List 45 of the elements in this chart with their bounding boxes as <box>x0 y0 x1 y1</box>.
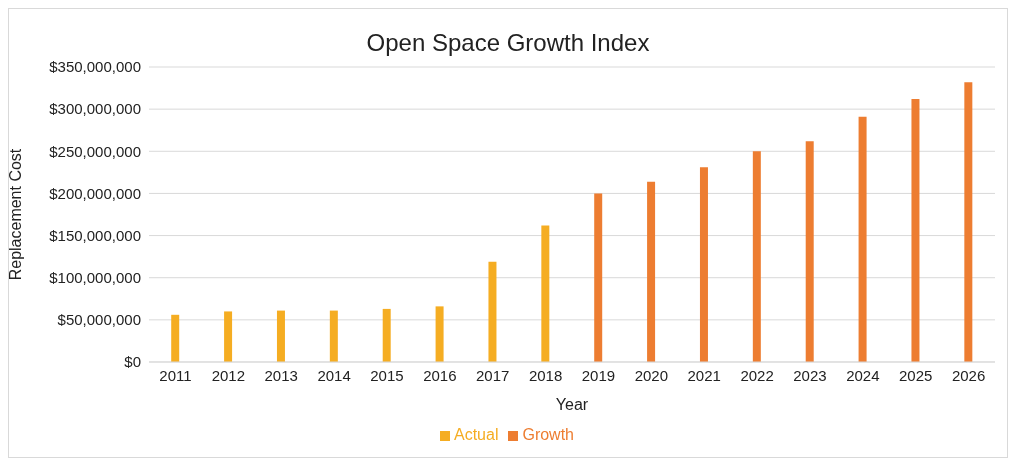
y-tick-label: $350,000,000 <box>49 58 141 76</box>
x-tick-label: 2022 <box>740 366 774 384</box>
x-tick-label: 2014 <box>317 366 351 384</box>
y-axis-title: Replacement Cost <box>6 148 24 281</box>
x-tick-label: 2026 <box>951 366 986 384</box>
bar <box>911 99 920 362</box>
y-tick-label: $200,000,000 <box>49 184 141 202</box>
bar <box>382 308 391 362</box>
legend-label: Actual <box>453 426 499 443</box>
x-tick-label: 2015 <box>370 366 404 384</box>
x-tick-label: 2016 <box>423 366 457 384</box>
x-axis-title: Year <box>555 396 589 413</box>
x-tick-label: 2013 <box>264 366 298 384</box>
bar <box>435 306 444 362</box>
bar <box>752 151 761 362</box>
x-tick-label: 2017 <box>476 366 510 384</box>
bar <box>329 310 338 362</box>
x-tick-label: 2023 <box>793 366 827 384</box>
x-tick-label: 2019 <box>581 366 616 384</box>
x-tick-label: 2012 <box>211 366 245 384</box>
x-tick-label: 2024 <box>846 366 880 384</box>
bar <box>224 311 233 362</box>
y-tick-label: $300,000,000 <box>49 100 141 118</box>
bar <box>488 261 497 362</box>
y-tick-label: $150,000,000 <box>49 226 141 244</box>
chart-title: Open Space Growth Index <box>365 29 651 57</box>
bar <box>276 310 285 362</box>
bar <box>647 181 656 362</box>
bar <box>699 167 708 362</box>
bar <box>171 314 180 362</box>
y-tick-label: $250,000,000 <box>49 142 141 160</box>
y-tick-label: $0 <box>124 353 141 371</box>
y-tick-label: $50,000,000 <box>57 311 141 329</box>
y-tick-label: $100,000,000 <box>49 269 141 287</box>
bar <box>541 225 550 362</box>
x-tick-label: 2018 <box>528 366 563 384</box>
legend-label: Growth <box>522 426 575 443</box>
bar <box>594 193 603 362</box>
x-tick-label: 2011 <box>159 366 192 384</box>
x-tick-label: 2020 <box>634 366 668 384</box>
x-tick-label: 2021 <box>687 366 721 384</box>
bar <box>964 82 973 362</box>
x-tick-label: 2025 <box>899 366 933 384</box>
bar <box>858 116 867 362</box>
bar <box>805 141 814 362</box>
